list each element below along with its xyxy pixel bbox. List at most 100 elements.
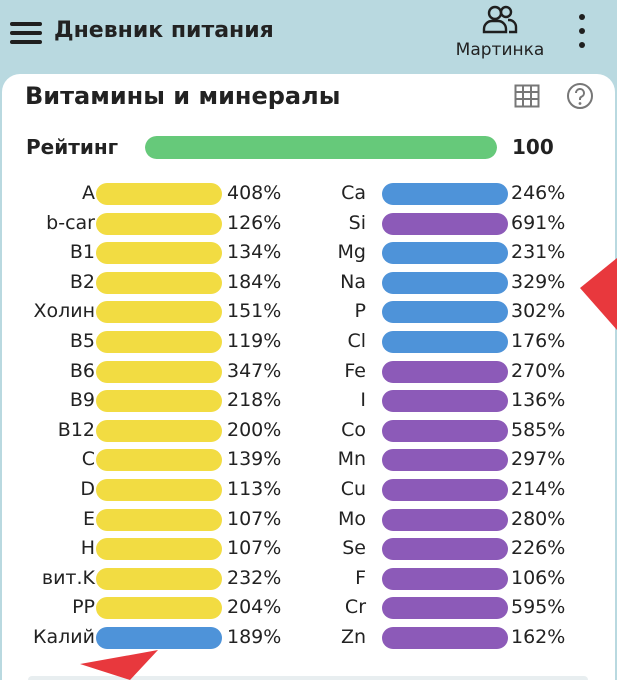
mineral-row: Se 226% <box>292 535 582 565</box>
vitamin-percent: 189% <box>227 625 282 648</box>
mineral-percent: 595% <box>511 596 566 619</box>
mineral-bar <box>382 390 508 413</box>
vitamin-label: b-car <box>46 211 95 234</box>
minerals-list: Ca 246% Si 691% Mg 231% Na 329% P 302% Cl 176% Fe 270… <box>292 180 582 654</box>
vitamin-row: B5 119% <box>2 328 292 358</box>
vitamin-bar <box>96 508 222 531</box>
vitamins-card: Витамины и минералы Рейтинг 100 A 408% b-c… <box>2 74 615 680</box>
vitamin-row: B12 200% <box>2 417 292 447</box>
vitamin-percent: 113% <box>227 477 282 500</box>
menu-icon[interactable] <box>10 22 42 44</box>
vitamin-label: B12 <box>57 418 95 441</box>
mineral-row: Ca 246% <box>292 180 582 210</box>
mineral-row: Cr 595% <box>292 594 582 624</box>
mineral-percent: 280% <box>511 507 566 530</box>
vitamin-row: H 107% <box>2 535 292 565</box>
vitamin-label: E <box>82 507 95 530</box>
vitamin-percent: 200% <box>227 418 282 441</box>
vitamin-label: B2 <box>69 270 95 293</box>
vitamin-percent: 184% <box>227 270 282 293</box>
profile-button[interactable]: Мартинка <box>450 4 550 64</box>
vitamin-bar <box>96 330 222 353</box>
vitamin-bar <box>96 390 222 413</box>
vitamin-row: b-car 126% <box>2 210 292 240</box>
vitamin-row: Калий 189% <box>2 624 292 654</box>
mineral-row: F 106% <box>292 565 582 595</box>
vitamin-percent: 107% <box>227 507 282 530</box>
mineral-label: P <box>354 300 366 323</box>
rating-bar-fill <box>145 136 497 159</box>
mineral-label: Ca <box>341 182 366 204</box>
mineral-bar <box>382 301 508 324</box>
vitamin-percent: 347% <box>227 359 282 382</box>
vitamin-label: D <box>80 477 95 500</box>
mineral-row: Mo 280% <box>292 506 582 536</box>
vitamin-row: D 113% <box>2 476 292 506</box>
mineral-row: Mn 297% <box>292 446 582 476</box>
vitamin-bar <box>96 242 222 265</box>
mineral-percent: 176% <box>511 329 566 352</box>
vitamin-bar <box>96 419 222 442</box>
mineral-row: I 136% <box>292 387 582 417</box>
mineral-percent: 162% <box>511 625 566 648</box>
mineral-label: Cl <box>347 329 366 352</box>
people-icon <box>482 5 518 34</box>
mineral-bar <box>382 271 508 294</box>
table-icon[interactable] <box>514 84 540 108</box>
profile-label: Мартинка <box>455 40 545 60</box>
vitamin-row: B6 347% <box>2 358 292 388</box>
mineral-label: Cr <box>344 596 366 619</box>
vitamin-row: вит.K 232% <box>2 565 292 595</box>
mineral-percent: 106% <box>511 566 566 589</box>
vitamin-percent: 107% <box>227 537 282 560</box>
help-icon[interactable] <box>566 82 594 110</box>
mineral-percent: 136% <box>511 389 566 412</box>
mineral-percent: 246% <box>511 182 566 204</box>
vitamin-bar <box>96 478 222 501</box>
annotation-arrow-bottom <box>80 650 158 680</box>
mineral-bar <box>382 419 508 442</box>
vitamin-bar <box>96 626 222 649</box>
vitamin-row: A 408% <box>2 180 292 210</box>
vitamin-bar <box>96 567 222 590</box>
mineral-bar <box>382 508 508 531</box>
vitamin-percent: 408% <box>227 182 282 204</box>
mineral-percent: 231% <box>511 241 566 264</box>
mineral-label: I <box>360 389 366 412</box>
mineral-bar <box>382 360 508 383</box>
vitamin-percent: 204% <box>227 596 282 619</box>
vitamin-label: H <box>80 537 95 560</box>
vitamin-bar <box>96 301 222 324</box>
mineral-bar <box>382 183 508 205</box>
mineral-row: Mg 231% <box>292 239 582 269</box>
mineral-percent: 302% <box>511 300 566 323</box>
mineral-label: Mn <box>337 448 366 471</box>
mineral-label: Fe <box>344 359 366 382</box>
mineral-row: Na 329% <box>292 269 582 299</box>
mineral-label: Se <box>342 537 366 560</box>
vitamin-bar <box>96 597 222 620</box>
vitamin-percent: 119% <box>227 329 282 352</box>
next-card-edge <box>28 676 588 680</box>
more-vert-icon[interactable] <box>576 14 588 52</box>
mineral-bar <box>382 449 508 472</box>
vitamin-label: B5 <box>69 329 95 352</box>
app-bar: Дневник питания Мартинка <box>0 0 617 74</box>
mineral-label: Cu <box>340 477 366 500</box>
mineral-bar <box>382 242 508 265</box>
mineral-percent: 585% <box>511 418 566 441</box>
vitamin-row: Холин 151% <box>2 298 292 328</box>
mineral-row: Cl 176% <box>292 328 582 358</box>
card-title: Витамины и минералы <box>25 82 341 110</box>
rating-value: 100 <box>512 135 554 159</box>
mineral-bar <box>382 538 508 561</box>
vitamin-label: вит.K <box>41 566 95 589</box>
vitamin-label: C <box>81 448 95 471</box>
annotation-arrow-right <box>580 258 617 330</box>
mineral-percent: 329% <box>511 270 566 293</box>
mineral-row: Cu 214% <box>292 476 582 506</box>
vitamin-percent: 139% <box>227 448 282 471</box>
vitamin-row: B2 184% <box>2 269 292 299</box>
vitamin-label: A <box>82 182 95 204</box>
mineral-percent: 297% <box>511 448 566 471</box>
